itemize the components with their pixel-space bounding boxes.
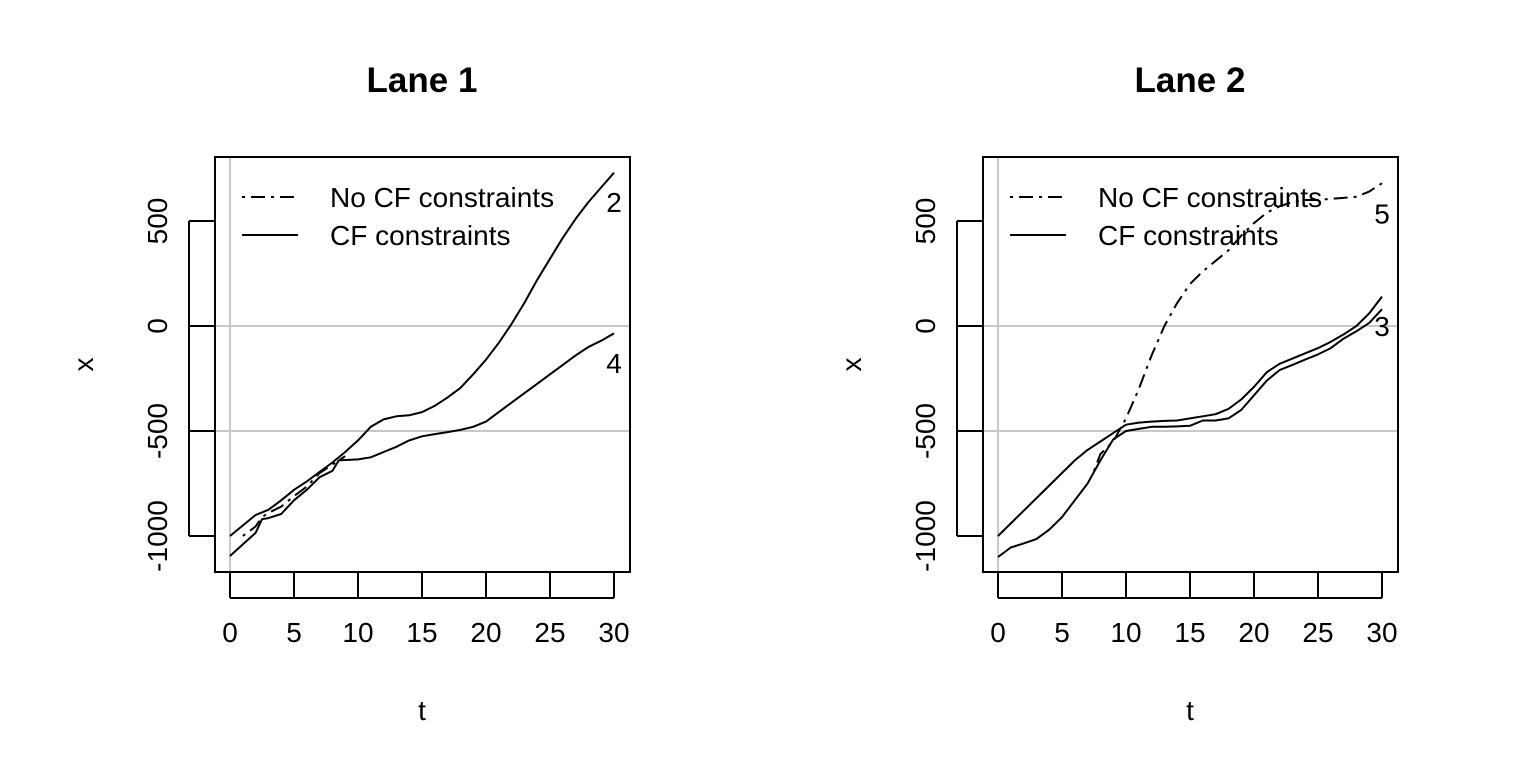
series-line-5 (1093, 182, 1383, 472)
legend-label: CF constraints (330, 220, 511, 251)
series-line-unlabeled-2 (997, 295, 1383, 537)
curve-label-5: 5 (1374, 199, 1390, 230)
legend-label: No CF constraints (1098, 182, 1322, 213)
series-line-2 (229, 172, 615, 537)
series-line-3 (997, 308, 1383, 558)
chart-title: Lane 2 (1135, 61, 1246, 100)
x-tick-label: 25 (534, 617, 565, 648)
x-tick-label: 0 (222, 617, 238, 648)
chart-panel-2: Lane 2 0 5 10 15 20 25 30 t -1000 -500 0 500 x No CF c… (836, 61, 1399, 726)
y-tick-label: 500 (910, 198, 941, 245)
x-tick-label: 5 (286, 617, 302, 648)
curve-label-3: 3 (1374, 311, 1390, 342)
y-tick-label: 0 (910, 318, 941, 334)
chart-title: Lane 1 (367, 61, 478, 100)
x-axis-label: t (1186, 695, 1194, 726)
chart-panel-1: Lane 1 0 5 10 15 20 25 30 t -1000 -500 0 500 x No CF c… (68, 61, 631, 726)
x-tick-label: 30 (598, 617, 629, 648)
x-tick-label: 15 (1174, 617, 1205, 648)
x-tick-label: 5 (1054, 617, 1070, 648)
x-tick-label: 15 (406, 617, 437, 648)
y-tick-label: -1000 (142, 500, 173, 572)
x-tick-label: 10 (342, 617, 373, 648)
x-tick-label: 20 (470, 617, 501, 648)
x-tick-label: 30 (1366, 617, 1397, 648)
y-tick-label: -1000 (910, 500, 941, 572)
y-tick-label: 0 (142, 318, 173, 334)
series-line-4 (229, 332, 615, 557)
curve-label-2: 2 (606, 187, 622, 218)
x-tick-label: 10 (1110, 617, 1141, 648)
series-line-unlabeled-2 (242, 455, 346, 537)
y-tick-label: -500 (142, 403, 173, 459)
x-axis-label: t (418, 695, 426, 726)
x-tick-label: 25 (1302, 617, 1333, 648)
x-tick-label: 20 (1238, 617, 1269, 648)
legend-label: No CF constraints (330, 182, 554, 213)
x-tick-label: 0 (990, 617, 1006, 648)
curve-label-4: 4 (606, 348, 622, 379)
y-tick-label: -500 (910, 403, 941, 459)
y-axis-label: x (836, 358, 867, 372)
y-axis-label: x (68, 358, 99, 372)
legend-label: CF constraints (1098, 220, 1279, 251)
y-tick-label: 500 (142, 198, 173, 245)
